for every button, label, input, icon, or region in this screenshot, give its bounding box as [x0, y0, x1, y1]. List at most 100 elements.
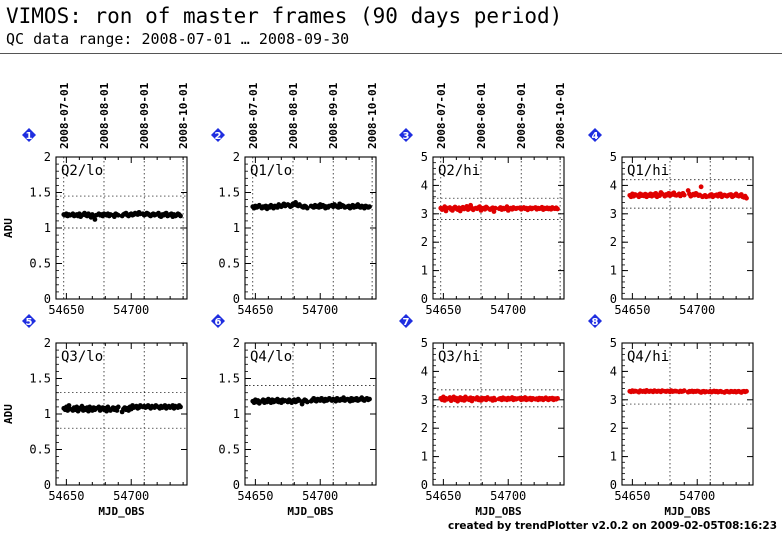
panel-6-ytick-label: 0 — [233, 478, 240, 492]
panel-1-ytick-label: 0 — [44, 292, 51, 306]
panel-2-series-label: Q1/lo — [250, 163, 292, 179]
panel-7-series-label: Q3/hi — [438, 349, 480, 365]
panel-6-data-point — [297, 398, 302, 403]
panel-1-ylabel: ADU — [2, 218, 15, 238]
panel-7-number-badge — [399, 314, 413, 328]
panel-8-ytick-label: 4 — [610, 364, 617, 378]
panel-1-date-label: 2008-10-01 — [177, 82, 190, 149]
panel-3-date-label: 2008-08-01 — [475, 82, 488, 149]
panel-5-data-point — [178, 404, 183, 410]
panel-8-number-label: 8 — [592, 317, 599, 328]
panel-3-xtick-label: 54650 — [425, 303, 461, 317]
panel-7-data-point — [555, 395, 560, 401]
panel-2-xtick-label: 54650 — [237, 303, 273, 317]
panel-5-data-point — [115, 404, 121, 410]
panel-2-data-point — [304, 205, 310, 211]
panel-3-ytick-label: 1 — [421, 264, 428, 278]
panel-3-ytick-label: 0 — [421, 292, 428, 306]
panel-4-frame — [621, 156, 754, 300]
panel-5-ylabel: ADU — [2, 404, 15, 424]
panel-6-data-point — [367, 396, 372, 402]
panel-5-xtick-label: 54650 — [48, 489, 84, 503]
panel-8-xtick-label: 54650 — [614, 489, 650, 503]
panel-3-ytick-label: 5 — [421, 150, 428, 164]
panel-1-series-label: Q2/lo — [61, 163, 103, 179]
panel-2-date-label: 2008-10-01 — [366, 82, 379, 149]
panel-7-ytick-label: 3 — [421, 393, 428, 407]
panel-1-number-badge — [22, 128, 36, 142]
panel-1-data-point — [178, 213, 183, 219]
page-title: VIMOS: ron of master frames (90 days per… — [6, 4, 563, 28]
panel-4-data-point — [698, 184, 704, 190]
panel-6-number-label: 6 — [215, 317, 222, 328]
panel-2-number-label: 2 — [215, 131, 222, 142]
panel-6-ytick-label: 1 — [233, 407, 240, 421]
panel-5-number-badge — [22, 314, 36, 328]
panel-7-frame — [432, 342, 565, 486]
panel-5-ytick-label: 1.5 — [29, 372, 51, 386]
panel-7-ytick-label: 1 — [421, 450, 428, 464]
panel-8-ytick-label: 2 — [610, 421, 617, 435]
panel-8-series-label: Q4/hi — [627, 349, 669, 365]
panel-8-xtick-label: 54700 — [679, 489, 715, 503]
panel-4-xtick-label: 54700 — [679, 303, 715, 317]
panel-6-ytick-label: 2 — [233, 336, 240, 350]
panel-7-ytick-label: 5 — [421, 336, 428, 350]
panel-6-ytick-label: 0.5 — [218, 443, 240, 457]
panel-2-ytick-label: 0 — [233, 292, 240, 306]
page-subtitle: QC data range: 2008-07-01 … 2008-09-30 — [6, 30, 350, 48]
panel-3-series-label: Q2/hi — [438, 163, 480, 179]
panel-7-xlabel: MJD_OBS — [475, 505, 521, 518]
panel-4-ytick-label: 0 — [610, 292, 617, 306]
panel-4-xtick-label: 54650 — [614, 303, 650, 317]
panel-2-date-label: 2008-09-01 — [327, 82, 340, 149]
panel-2-xtick-label: 54700 — [302, 303, 338, 317]
panel-6-xtick-label: 54700 — [302, 489, 338, 503]
panel-1-xtick-label: 54650 — [48, 303, 84, 317]
panel-1-date-label: 2008-08-01 — [98, 82, 111, 149]
panel-7-xtick-label: 54700 — [490, 489, 526, 503]
panel-3-ytick-label: 4 — [421, 178, 428, 192]
panel-2-ytick-label: 1 — [233, 221, 240, 235]
panel-8-ytick-label: 1 — [610, 450, 617, 464]
panel-6-number-badge — [211, 314, 225, 328]
panel-8-data-point — [744, 388, 749, 394]
panel-2-date-label: 2008-08-01 — [287, 82, 300, 149]
panel-8-ytick-label: 3 — [610, 393, 617, 407]
panel-3-ytick-label: 3 — [421, 207, 428, 221]
panel-8-data-point — [681, 388, 687, 394]
panel-1-data-point — [92, 217, 98, 222]
panel-1-ytick-label: 1 — [44, 221, 51, 235]
panel-2-ytick-label: 0.5 — [218, 257, 240, 271]
panel-5-ytick-label: 0.5 — [29, 443, 51, 457]
panel-7-number-label: 7 — [403, 317, 410, 328]
panel-8-number-badge — [588, 314, 602, 328]
panel-7-ytick-label: 2 — [421, 421, 428, 435]
panel-2-date-label: 2008-07-01 — [247, 82, 260, 149]
panel-6-xtick-label: 54650 — [237, 489, 273, 503]
panel-4-ytick-label: 3 — [610, 207, 617, 221]
panel-3-ytick-label: 2 — [421, 235, 428, 249]
panel-5-number-label: 5 — [26, 317, 33, 328]
panel-1-data-point — [115, 212, 121, 218]
panel-6-ytick-label: 1.5 — [218, 372, 240, 386]
panel-2-data-point — [367, 204, 372, 210]
panel-6-data-point — [304, 399, 310, 405]
panel-3-date-label: 2008-10-01 — [554, 82, 567, 149]
panel-7-ytick-label: 0 — [421, 478, 428, 492]
footer-credit: created by trendPlotter v2.0.2 on 2009-0… — [448, 520, 778, 532]
panel-5-ytick-label: 2 — [44, 336, 51, 350]
panel-3-number-badge — [399, 128, 413, 142]
panel-1-date-label: 2008-09-01 — [138, 82, 151, 149]
title-divider — [0, 53, 782, 54]
panel-5-xtick-label: 54700 — [113, 489, 149, 503]
panel-8-xlabel: MJD_OBS — [664, 505, 710, 518]
panel-4-series-label: Q1/hi — [627, 163, 669, 179]
panel-3-date-label: 2008-07-01 — [435, 82, 448, 149]
panel-7-data-point — [492, 397, 498, 403]
panel-1-xtick-label: 54700 — [113, 303, 149, 317]
panel-3-date-label: 2008-09-01 — [515, 82, 528, 149]
panel-3-frame — [432, 156, 565, 300]
panel-4-number-badge — [588, 128, 602, 142]
